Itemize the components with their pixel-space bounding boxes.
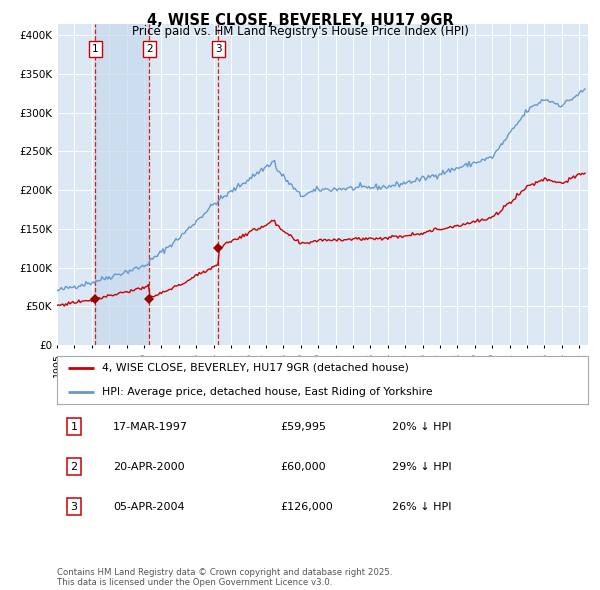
Text: 4, WISE CLOSE, BEVERLEY, HU17 9GR (detached house): 4, WISE CLOSE, BEVERLEY, HU17 9GR (detac… (102, 363, 409, 373)
Text: 20-APR-2000: 20-APR-2000 (113, 462, 184, 471)
Text: £126,000: £126,000 (280, 502, 333, 512)
Text: 4, WISE CLOSE, BEVERLEY, HU17 9GR: 4, WISE CLOSE, BEVERLEY, HU17 9GR (146, 13, 454, 28)
Text: Price paid vs. HM Land Registry's House Price Index (HPI): Price paid vs. HM Land Registry's House … (131, 25, 469, 38)
Text: £59,995: £59,995 (280, 422, 326, 431)
Text: HPI: Average price, detached house, East Riding of Yorkshire: HPI: Average price, detached house, East… (102, 387, 433, 397)
Text: 29% ↓ HPI: 29% ↓ HPI (392, 462, 451, 471)
Text: 3: 3 (70, 502, 77, 512)
Text: 2: 2 (146, 44, 152, 54)
Text: 05-APR-2004: 05-APR-2004 (113, 502, 184, 512)
Text: 2: 2 (70, 462, 77, 471)
Text: £60,000: £60,000 (280, 462, 326, 471)
Text: 1: 1 (70, 422, 77, 431)
Text: Contains HM Land Registry data © Crown copyright and database right 2025.
This d: Contains HM Land Registry data © Crown c… (57, 568, 392, 587)
Text: 20% ↓ HPI: 20% ↓ HPI (392, 422, 451, 431)
Text: 1: 1 (92, 44, 99, 54)
Text: 3: 3 (215, 44, 222, 54)
Bar (95, 24, 149, 345)
Text: 26% ↓ HPI: 26% ↓ HPI (392, 502, 451, 512)
Text: 17-MAR-1997: 17-MAR-1997 (113, 422, 188, 431)
